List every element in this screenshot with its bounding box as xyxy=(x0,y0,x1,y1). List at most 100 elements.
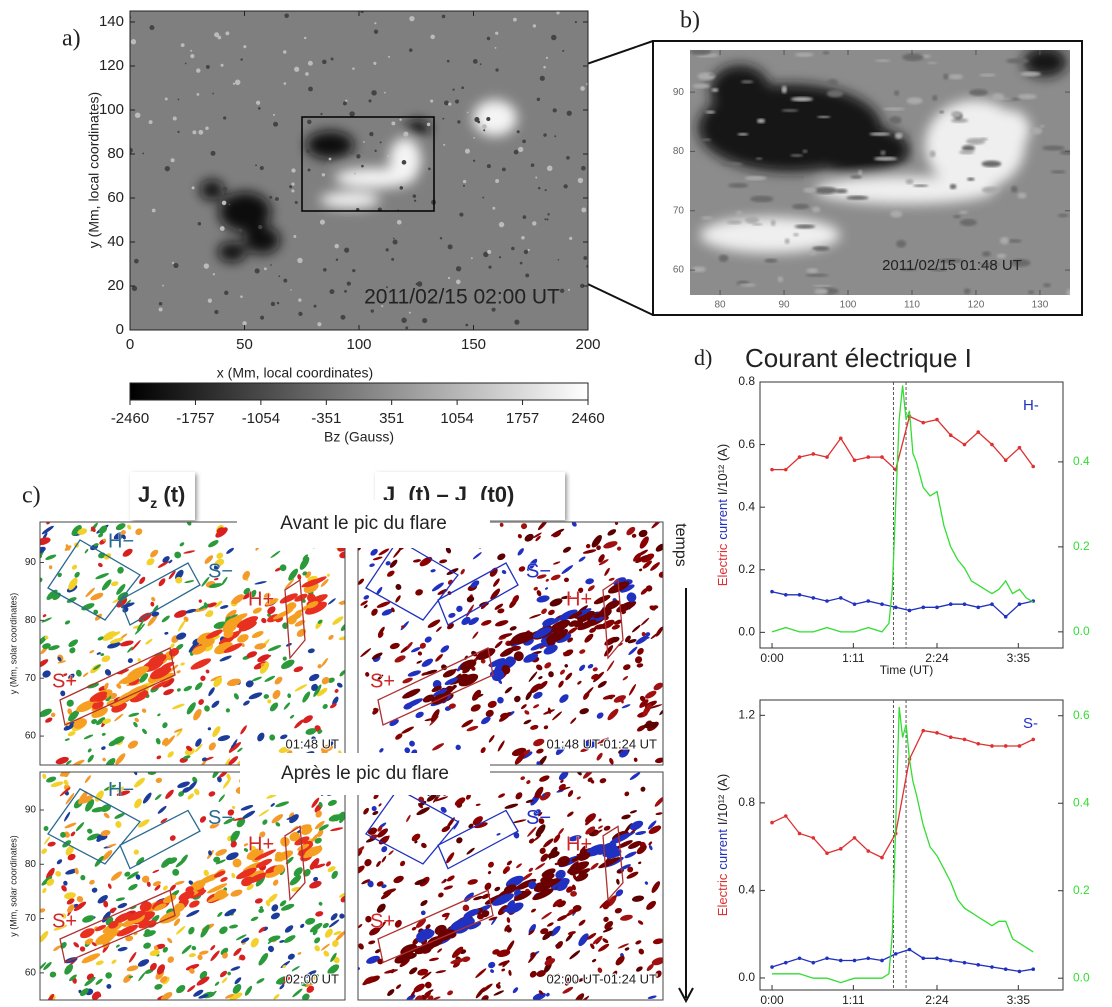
texture xyxy=(492,893,514,906)
y-tick-label: 0 xyxy=(116,321,124,338)
texture xyxy=(170,158,175,163)
texture xyxy=(212,726,221,738)
texture xyxy=(200,180,224,200)
texture xyxy=(417,651,423,656)
texture xyxy=(352,269,356,273)
texture xyxy=(203,602,208,609)
texture xyxy=(81,953,101,964)
texture xyxy=(216,527,226,535)
texture xyxy=(282,965,287,969)
y-tick-label: 80 xyxy=(107,145,124,162)
texture xyxy=(593,595,611,605)
texture xyxy=(73,942,80,948)
x-tick-label: 150 xyxy=(461,336,486,353)
texture xyxy=(41,848,48,854)
texture xyxy=(777,276,783,283)
texture xyxy=(165,789,174,799)
texture xyxy=(156,964,166,975)
texture xyxy=(233,693,239,700)
texture xyxy=(221,576,228,586)
texture xyxy=(69,974,77,982)
texture xyxy=(515,792,523,800)
frame xyxy=(39,521,346,766)
texture xyxy=(480,747,486,754)
texture xyxy=(358,578,365,585)
texture xyxy=(473,896,484,901)
series-line xyxy=(771,948,1034,973)
texture xyxy=(1027,290,1035,295)
texture xyxy=(55,756,69,765)
texture xyxy=(391,607,395,613)
texture xyxy=(427,619,441,628)
texture xyxy=(816,115,831,118)
region-box xyxy=(119,562,201,626)
texture xyxy=(475,987,485,999)
point xyxy=(866,455,871,459)
point xyxy=(797,593,802,597)
point xyxy=(852,836,857,840)
texture xyxy=(528,838,535,844)
texture xyxy=(568,611,583,620)
texture xyxy=(158,578,166,587)
texture xyxy=(269,702,279,712)
texture xyxy=(297,574,302,580)
texture xyxy=(297,952,302,955)
texture xyxy=(332,616,344,625)
texture xyxy=(313,876,319,882)
texture xyxy=(93,609,99,615)
texture xyxy=(271,904,279,912)
y-tick-label: 80 xyxy=(25,859,37,870)
texture xyxy=(127,910,146,921)
texture xyxy=(327,866,336,872)
texture xyxy=(659,708,663,716)
texture xyxy=(225,708,231,713)
point xyxy=(783,814,788,818)
texture xyxy=(486,116,491,122)
texture xyxy=(85,799,95,812)
texture xyxy=(133,849,139,855)
texture xyxy=(240,805,254,811)
texture xyxy=(653,682,663,691)
texture xyxy=(217,735,231,742)
y-axis-label-part: Electric xyxy=(715,543,730,586)
texture xyxy=(145,638,153,645)
texture xyxy=(79,946,86,952)
plot-frame xyxy=(759,381,1064,649)
texture xyxy=(604,567,610,576)
texture xyxy=(230,741,242,752)
texture xyxy=(394,919,402,928)
texture xyxy=(584,633,594,643)
texture xyxy=(154,794,162,801)
texture xyxy=(443,885,453,890)
texture xyxy=(635,831,647,836)
texture xyxy=(270,550,281,559)
texture xyxy=(127,646,133,653)
texture xyxy=(168,559,173,564)
point xyxy=(990,744,994,748)
texture xyxy=(1010,258,1031,267)
texture xyxy=(185,963,200,971)
texture xyxy=(646,963,654,972)
texture xyxy=(744,216,759,224)
texture xyxy=(372,708,379,715)
texture xyxy=(437,948,443,953)
texture xyxy=(781,109,799,112)
texture xyxy=(949,183,957,190)
y-tick-label: 60 xyxy=(25,967,37,978)
texture xyxy=(629,820,644,831)
texture xyxy=(71,759,85,765)
texture xyxy=(598,943,610,952)
texture xyxy=(581,207,587,213)
texture xyxy=(435,970,447,974)
texture xyxy=(286,615,297,625)
texture xyxy=(436,626,442,632)
texture xyxy=(139,576,146,585)
texture xyxy=(544,958,556,966)
texture xyxy=(219,605,229,609)
point xyxy=(976,741,981,746)
texture xyxy=(270,301,276,307)
texture xyxy=(384,969,398,974)
texture xyxy=(164,166,170,172)
texture xyxy=(283,50,287,54)
point xyxy=(962,442,967,447)
